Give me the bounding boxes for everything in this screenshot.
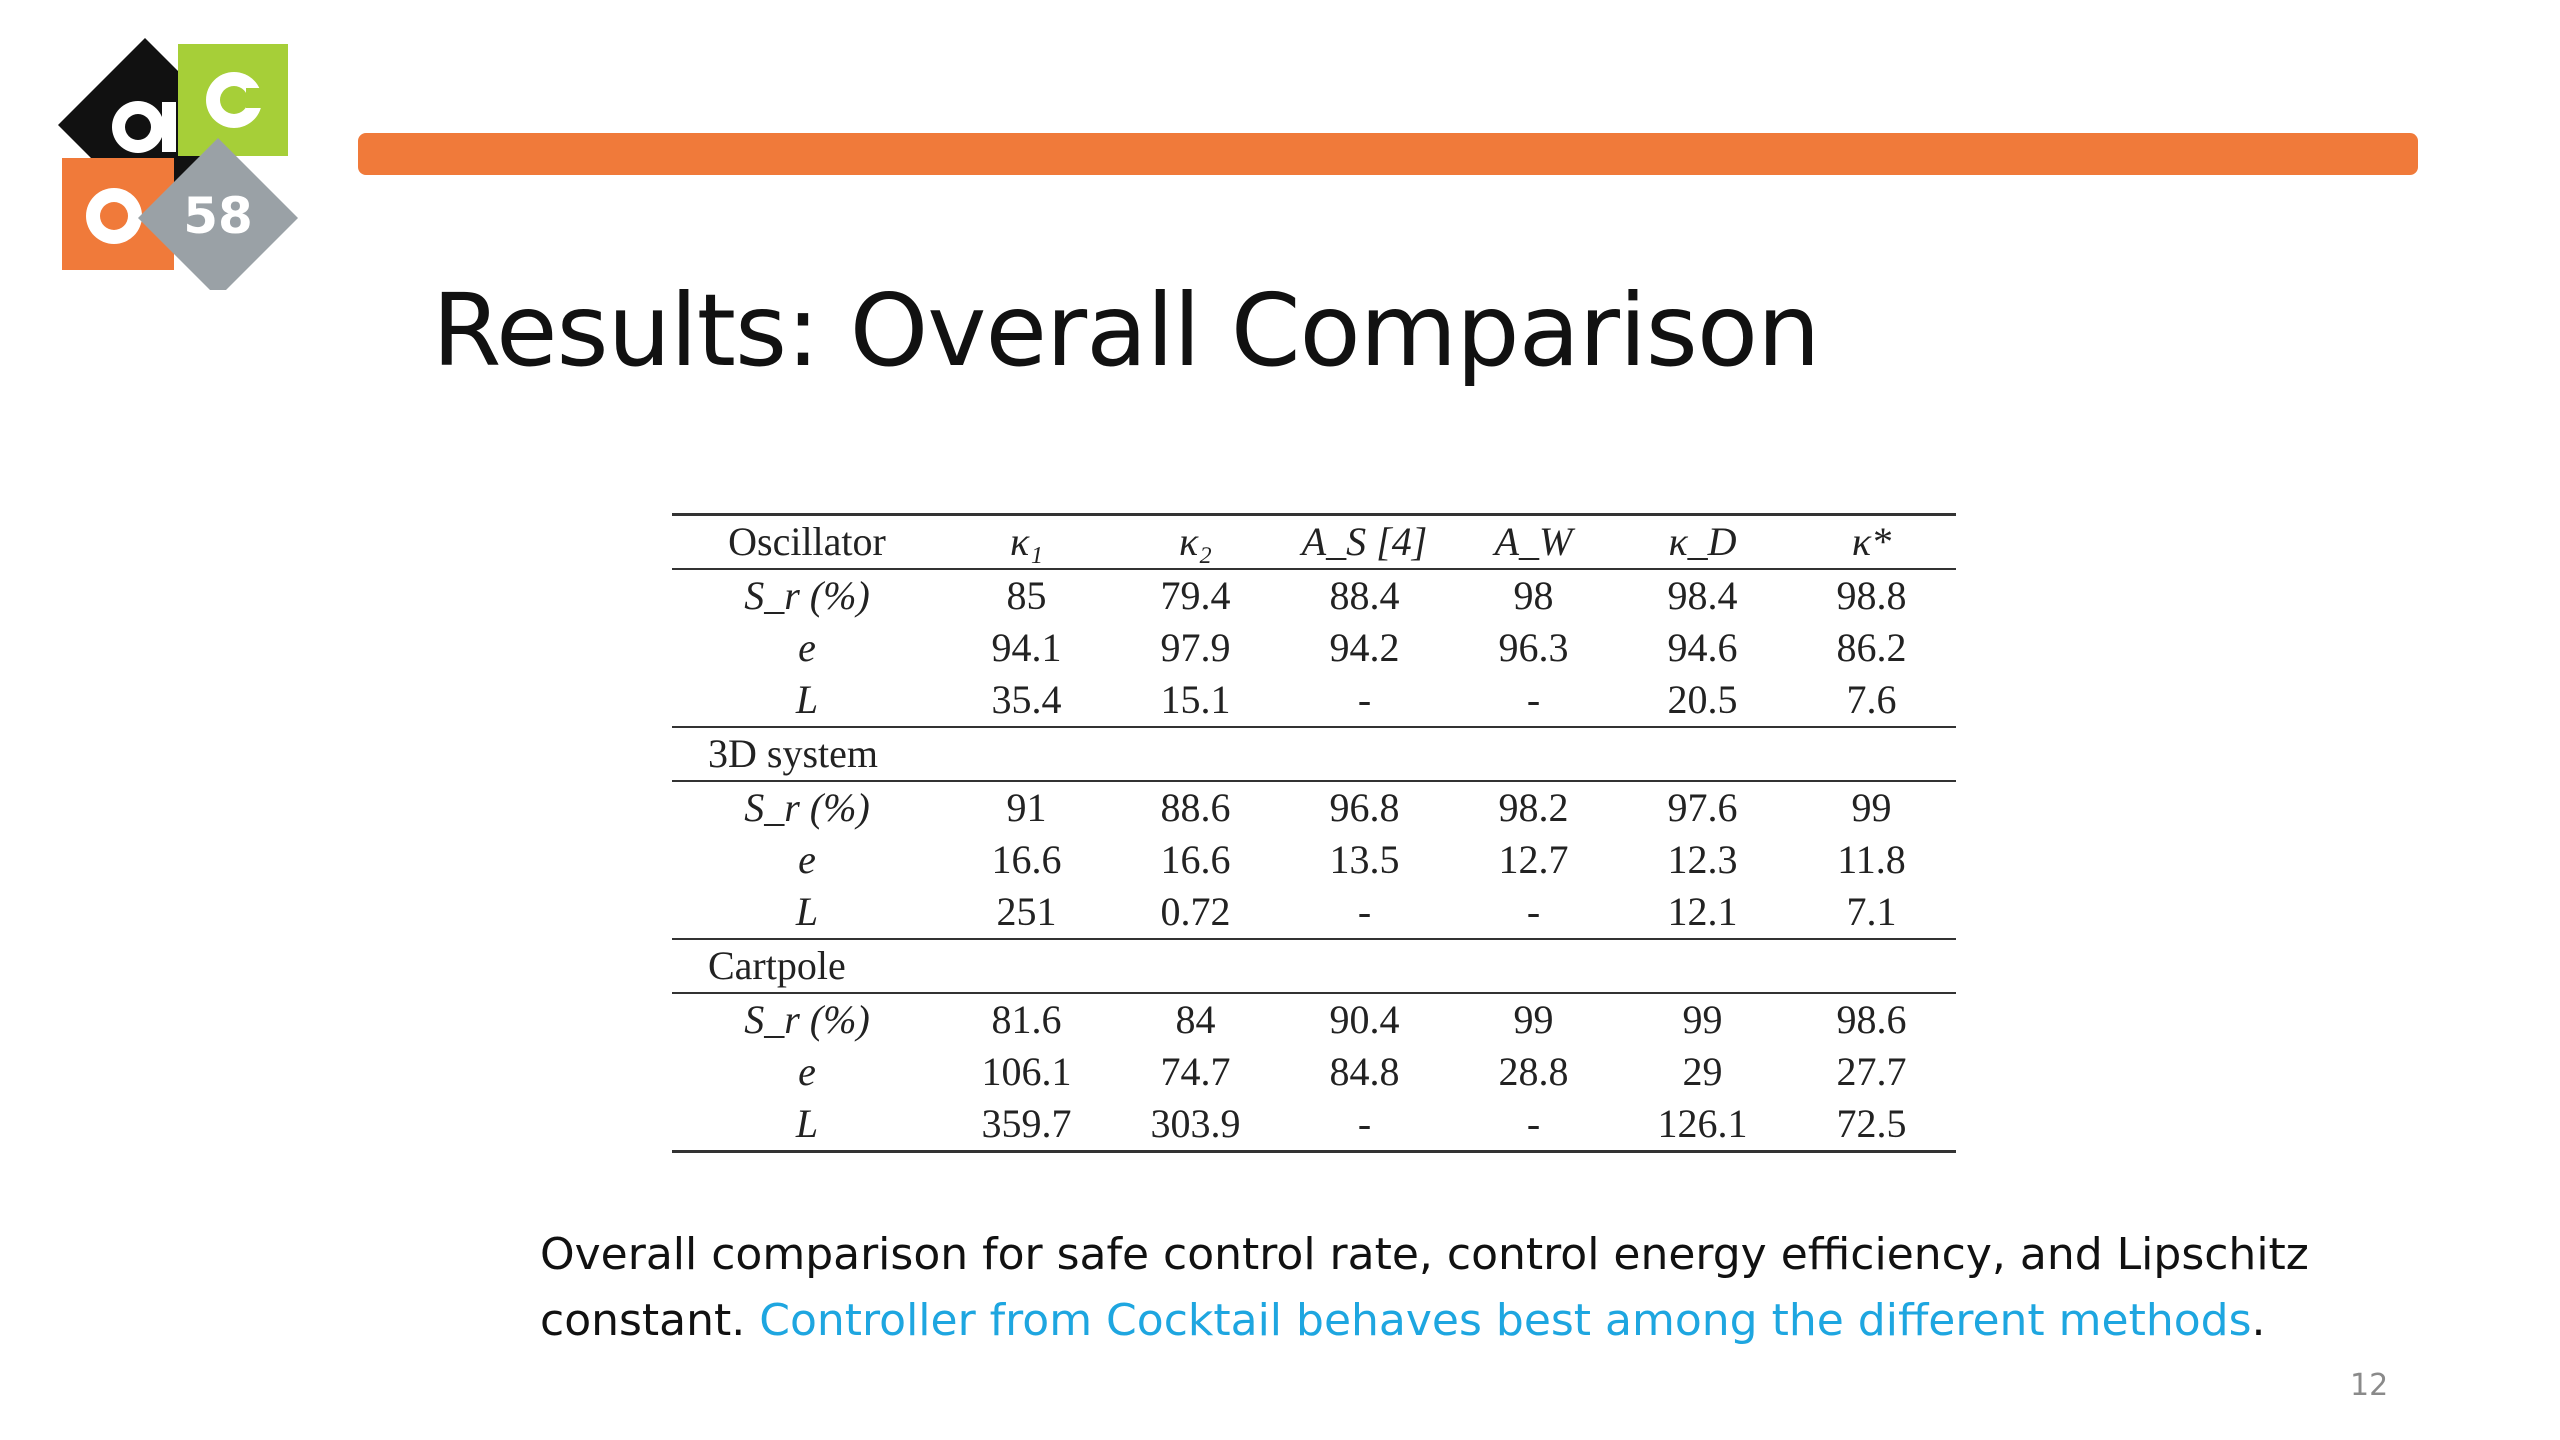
table-cell: 7.1 — [1787, 886, 1956, 940]
logo-number: 58 — [183, 187, 253, 245]
table-cell: 16.6 — [991, 837, 1062, 882]
table-cell: 251 — [942, 886, 1111, 940]
table-cell: 97.6 — [1667, 785, 1738, 830]
table-row: S_r (%) 81.6 84 90.4 99 99 98.6 — [672, 993, 1956, 1046]
table-cell: 12.7 — [1498, 837, 1569, 882]
table-cell: 28.8 — [1498, 1049, 1569, 1094]
table-cell: 72.5 — [1787, 1098, 1956, 1153]
table-cell: 99 — [1513, 997, 1554, 1042]
table-row: e 106.1 74.7 84.8 28.8 29 27.7 — [672, 1046, 1956, 1098]
results-table-container: Oscillator κ₁ κ₂ A_S [4] A_W κ_D κ* S_r … — [672, 513, 1956, 1153]
table-cell: 94.6 — [1667, 625, 1738, 670]
table-cell: 98.4 — [1667, 573, 1738, 618]
slide-caption: Overall comparison for safe control rate… — [540, 1222, 2340, 1354]
column-header: A_W — [1449, 513, 1618, 570]
table-cell: 79.4 — [1160, 573, 1231, 618]
table-cell: 12.1 — [1618, 886, 1787, 940]
table-row: L 35.4 15.1- -20.5 7.6 — [672, 674, 1956, 728]
table-cell: 90.4 — [1329, 997, 1400, 1042]
table-cell: 16.6 — [1160, 837, 1231, 882]
caption-text: Overall comparison for safe control rate… — [540, 1229, 2309, 1346]
table-cell: 85 — [1006, 573, 1047, 618]
table-cell: 20.5 — [1618, 674, 1787, 728]
table-cell: 97.9 — [1160, 625, 1231, 670]
results-table: Oscillator κ₁ κ₂ A_S [4] A_W κ_D κ* S_r … — [672, 513, 1956, 1153]
table-cell: - — [1280, 674, 1449, 728]
table-cell: - — [1449, 1098, 1618, 1153]
table-row: S_r (%) 85 79.4 88.4 98 98.4 98.8 — [672, 569, 1956, 622]
metric-label: S_r (%) — [744, 573, 870, 618]
slide-title: Results: Overall Comparison — [432, 272, 1820, 389]
metric-label: e — [798, 625, 816, 670]
metric-label: S_r (%) — [744, 785, 870, 830]
table-cell: 126.1 — [1618, 1098, 1787, 1153]
table-row: L 359.7 303.9- -126.1 72.5 — [672, 1098, 1956, 1153]
table-cell: 88.6 — [1160, 785, 1231, 830]
table-cell: 15.1 — [1111, 674, 1280, 728]
table-cell: 12.3 — [1667, 837, 1738, 882]
table-group-row: 3D system — [672, 727, 1956, 782]
table-cell: 84.8 — [1329, 1049, 1400, 1094]
table-cell: 359.7 — [942, 1098, 1111, 1153]
table-cell: 7.6 — [1787, 674, 1956, 728]
column-header: Oscillator — [672, 513, 942, 570]
metric-label: e — [798, 837, 816, 882]
logo-gray-diamond — [138, 138, 298, 290]
table-cell: 98 — [1513, 573, 1554, 618]
group-label: 3D system — [672, 727, 1956, 782]
table-row: e 94.1 97.9 94.2 96.3 94.6 86.2 — [672, 622, 1956, 674]
metric-label: L — [672, 1098, 942, 1153]
table-cell: 29 — [1682, 1049, 1723, 1094]
table-cell: 99 — [1682, 997, 1723, 1042]
table-row: e 16.6 16.6 13.5 12.7 12.3 11.8 — [672, 834, 1956, 886]
table-cell: 94.2 — [1329, 625, 1400, 670]
table-cell: 98.2 — [1498, 785, 1569, 830]
column-header: κ* — [1787, 513, 1956, 570]
page-number: 12 — [2350, 1368, 2389, 1403]
metric-label: e — [798, 1049, 816, 1094]
table-cell: 84 — [1175, 997, 1216, 1042]
column-header: A_S [4] — [1280, 513, 1449, 570]
metric-label: L — [672, 886, 942, 940]
column-header: κ_D — [1618, 513, 1787, 570]
table-cell: 88.4 — [1329, 573, 1400, 618]
caption-highlight: Controller from Cocktail behaves best am… — [759, 1295, 2252, 1346]
column-header: κ₁ — [942, 513, 1111, 570]
table-cell: - — [1449, 674, 1618, 728]
table-header-row: Oscillator κ₁ κ₂ A_S [4] A_W κ_D κ* — [672, 513, 1956, 570]
table-cell: 13.5 — [1329, 837, 1400, 882]
group-label: Cartpole — [672, 939, 1956, 994]
table-cell: 35.4 — [942, 674, 1111, 728]
table-cell: 94.1 — [991, 625, 1062, 670]
table-cell: - — [1449, 886, 1618, 940]
table-cell: - — [1280, 886, 1449, 940]
table-cell: 0.72 — [1111, 886, 1280, 940]
table-cell: 96.3 — [1498, 625, 1569, 670]
table-group-row: Cartpole — [672, 939, 1956, 994]
table-cell: 86.2 — [1836, 625, 1907, 670]
table-cell: 98.6 — [1836, 997, 1907, 1042]
table-cell: 99 — [1851, 785, 1892, 830]
table-cell: 81.6 — [991, 997, 1062, 1042]
metric-label: L — [672, 674, 942, 728]
table-row: L 251 0.72- -12.1 7.1 — [672, 886, 1956, 940]
metric-label: S_r (%) — [744, 997, 870, 1042]
table-cell: 96.8 — [1329, 785, 1400, 830]
table-cell: - — [1280, 1098, 1449, 1153]
table-cell: 91 — [1006, 785, 1047, 830]
table-cell: 303.9 — [1111, 1098, 1280, 1153]
table-cell: 106.1 — [981, 1049, 1072, 1094]
table-cell: 74.7 — [1160, 1049, 1231, 1094]
header-accent-bar — [358, 133, 2418, 175]
conference-logo: 58 — [58, 38, 298, 290]
column-header: κ₂ — [1111, 513, 1280, 570]
table-cell: 27.7 — [1836, 1049, 1907, 1094]
caption-tail: . — [2251, 1295, 2266, 1346]
table-cell: 11.8 — [1837, 837, 1906, 882]
table-row: S_r (%) 91 88.6 96.8 98.2 97.6 99 — [672, 781, 1956, 834]
table-cell: 98.8 — [1836, 573, 1907, 618]
table-body: S_r (%) 85 79.4 88.4 98 98.4 98.8 e 94.1 97.9 94.2… — [672, 569, 1956, 1153]
